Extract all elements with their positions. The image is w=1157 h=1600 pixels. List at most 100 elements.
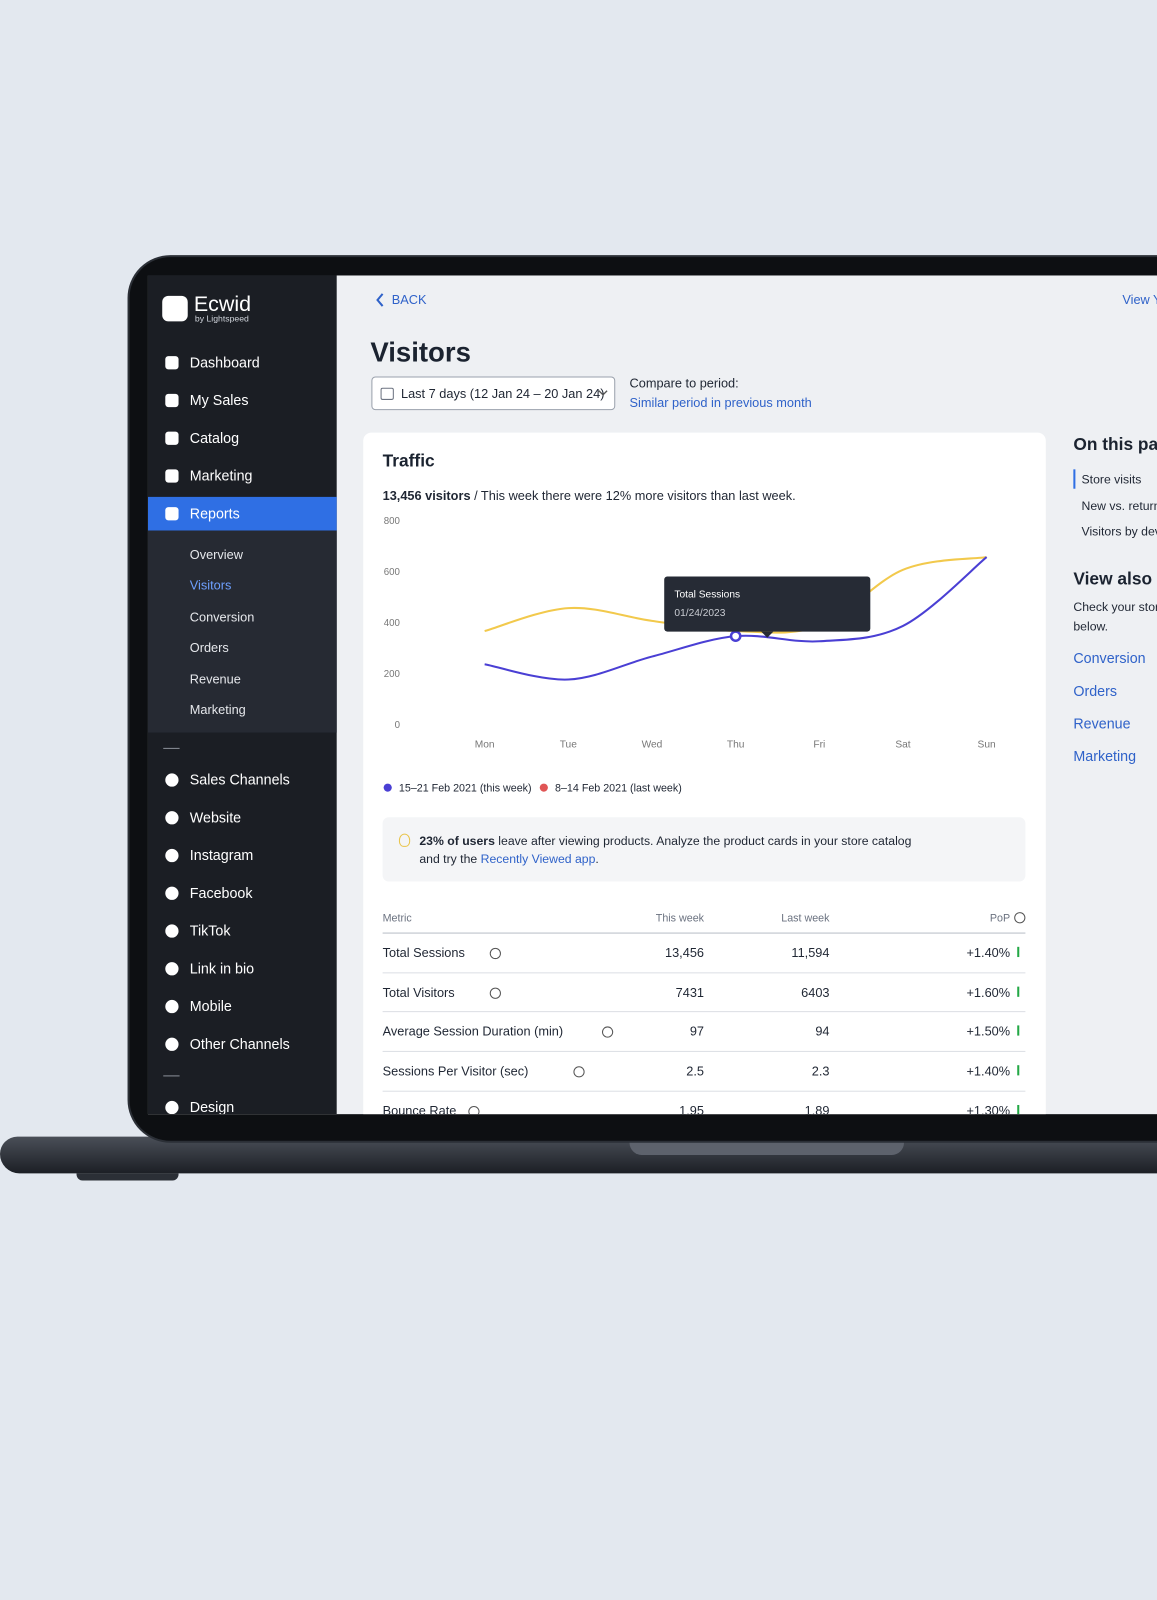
legend-dot	[539, 783, 548, 792]
table-cell: Average Session Duration (min)	[382, 1024, 564, 1039]
nav-item[interactable]: My Sales	[189, 391, 249, 409]
nav-item[interactable]: Marketing	[189, 467, 253, 484]
legend-dot	[383, 783, 392, 792]
bulb-icon	[398, 833, 411, 847]
nav-item[interactable]: Instagram	[189, 846, 254, 864]
submenu-item[interactable]: Marketing	[189, 702, 246, 718]
tip-text: leave after viewing products. Analyze th…	[494, 833, 912, 848]
table-cell: Bounce Rate	[382, 1103, 457, 1115]
y-tick-label: 600	[384, 567, 401, 578]
date-picker[interactable]: Last 7 days (12 Jan 24 – 20 Jan 24)	[371, 376, 616, 411]
nav-item[interactable]: Mobile	[189, 997, 232, 1015]
nav-icon	[165, 848, 179, 863]
view-link[interactable]: View Y	[1122, 292, 1157, 308]
x-tick-label: Wed	[642, 740, 663, 751]
help-icon	[489, 947, 501, 960]
table-cell: 7431	[675, 985, 705, 1000]
nav-icon	[165, 469, 179, 483]
traffic-card: Traffic 13,456 visitors / This week ther…	[363, 432, 1046, 1115]
aside-item[interactable]: Store visits	[1081, 472, 1142, 487]
aside-item[interactable]: Visitors by dev	[1081, 524, 1157, 539]
aside-title: On this pag	[1073, 434, 1157, 455]
aside-link[interactable]: Revenue	[1073, 715, 1131, 732]
aside-item[interactable]: New vs. return	[1081, 498, 1157, 513]
nav-item[interactable]: Other Channels	[189, 1035, 290, 1052]
nav-icon	[165, 431, 179, 445]
submenu-item[interactable]: Orders	[189, 640, 229, 656]
table-cell: Total Visitors	[382, 985, 455, 1000]
sidebar: Ecwid by Lightspeed Dashboard My Sales Cat…	[147, 275, 337, 1115]
nav-item[interactable]: Reports	[189, 505, 240, 522]
nav-icon	[165, 773, 179, 787]
nav-icon	[165, 507, 179, 521]
y-tick-label: 800	[384, 516, 401, 527]
nav-item[interactable]: Facebook	[189, 884, 253, 901]
help-icon	[468, 1106, 480, 1115]
table-cell: 1.95	[679, 1103, 705, 1115]
tip-box: 23% of users leave after viewing product…	[382, 817, 1026, 882]
table-header: Last week	[781, 912, 830, 925]
nav-item[interactable]: Dashboard	[189, 354, 260, 371]
row-divider	[382, 932, 1026, 934]
table-cell: +1.50%	[966, 1024, 1011, 1039]
nav-item[interactable]: Link in bio	[189, 960, 255, 977]
dropdown-chevron	[598, 390, 608, 396]
nav-icon	[165, 999, 179, 1014]
nav-icon	[165, 393, 179, 408]
table-cell: 2.3	[811, 1064, 830, 1079]
separator	[163, 1075, 180, 1077]
table-cell: Sessions Per Visitor (sec)	[382, 1064, 529, 1079]
trend-arrow	[1017, 1104, 1020, 1115]
table-cell: +1.40%	[966, 945, 1011, 961]
page-title: Visitors	[370, 337, 471, 368]
table-header: Metric	[382, 912, 412, 925]
trend-arrow	[1017, 1025, 1020, 1036]
row-divider	[382, 1090, 1026, 1092]
help-icon	[489, 987, 501, 999]
nav-item[interactable]: TikTok	[189, 922, 231, 939]
nav-item[interactable]: Website	[189, 809, 242, 826]
submenu-item[interactable]: Overview	[189, 547, 243, 563]
tip-link[interactable]: Recently Viewed app	[480, 851, 596, 867]
help-icon	[573, 1066, 586, 1078]
nav-icon	[165, 1100, 179, 1115]
y-tick-label: 400	[384, 618, 401, 629]
separator	[163, 747, 180, 749]
aside-link[interactable]: Conversion	[1073, 649, 1146, 667]
compare-value[interactable]: Similar period in previous month	[629, 395, 812, 411]
screen: Ecwid by Lightspeed Dashboard My Sales Cat…	[147, 275, 1157, 1115]
table-cell: 13,456	[664, 945, 705, 961]
submenu-item[interactable]: Conversion	[189, 609, 255, 625]
tooltip-date: 01/24/2023	[674, 608, 725, 619]
x-tick-label: Sun	[978, 740, 996, 751]
table-cell: 2.5	[686, 1064, 705, 1079]
icon-back	[171, 293, 175, 297]
calendar-icon	[380, 387, 394, 400]
aside-link[interactable]: Marketing	[1073, 747, 1137, 765]
nav-item[interactable]: Design	[189, 1098, 235, 1115]
x-tick-label: Tue	[560, 740, 578, 751]
table-cell: 97	[689, 1024, 705, 1039]
submenu-item[interactable]: Visitors	[189, 578, 232, 594]
y-tick-label: 0	[395, 720, 401, 731]
compare-label: Compare to period:	[629, 376, 739, 391]
legend-label: 8–14 Feb 2021 (last week)	[555, 783, 682, 795]
aside-link[interactable]: Orders	[1073, 682, 1118, 699]
card-title: Traffic	[382, 450, 435, 471]
back-link[interactable]: BACK	[391, 292, 427, 308]
tip-bold: 23% of users	[419, 833, 495, 848]
submenu-item[interactable]: Revenue	[189, 671, 241, 687]
nav-icon	[165, 811, 179, 825]
x-tick-label: Sat	[895, 740, 910, 751]
tooltip	[664, 576, 871, 632]
nav-item[interactable]: Catalog	[189, 429, 240, 446]
back-chevron	[376, 293, 384, 307]
submenu-bg	[147, 530, 337, 733]
nav-icon	[165, 924, 179, 938]
trend-arrow	[1017, 1065, 1020, 1076]
nav-icon	[165, 356, 179, 370]
summary-bold: 13,456 visitors	[382, 488, 471, 504]
nav-item[interactable]: Sales Channels	[189, 771, 290, 788]
traffic-chart: 0 200 400 600 800 Mon Tue Wed Thu Fri Sat Sun Total …	[383, 516, 996, 795]
